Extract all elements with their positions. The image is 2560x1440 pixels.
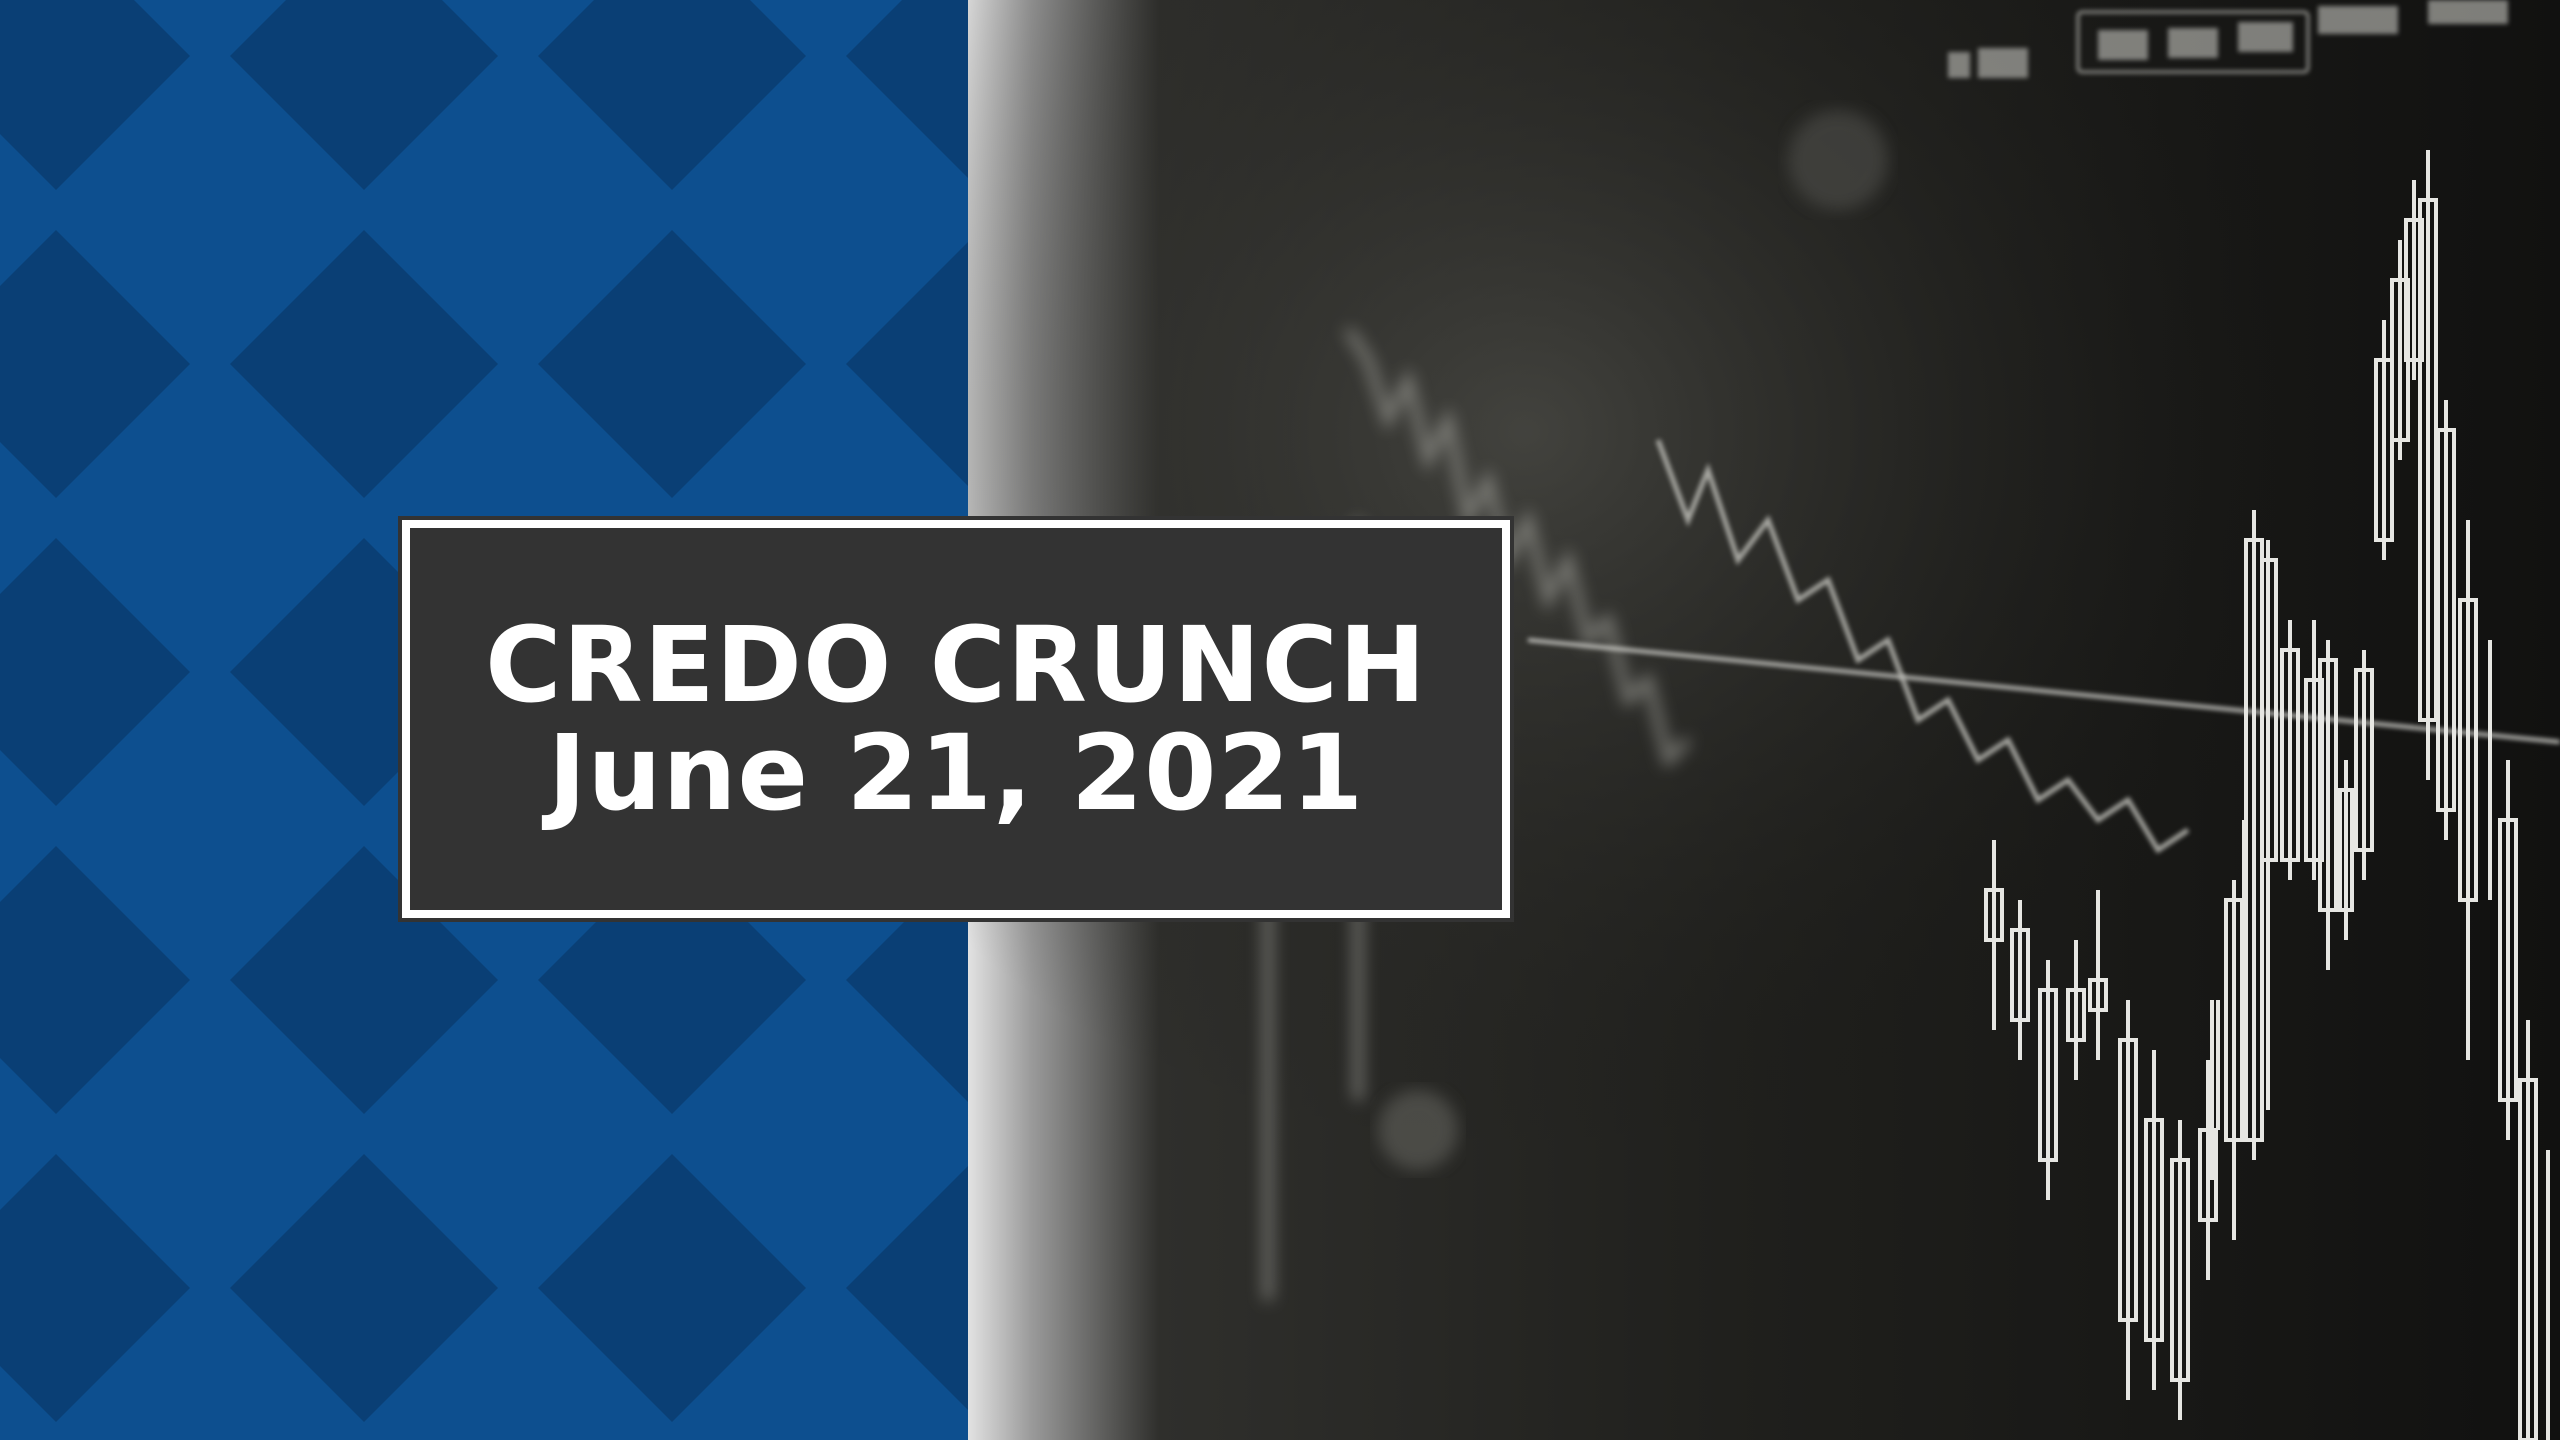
title-box: CREDO CRUNCH June 21, 2021: [398, 516, 1514, 922]
banner-date: June 21, 2021: [547, 712, 1365, 834]
banner-title: CREDO CRUNCH: [485, 603, 1427, 726]
